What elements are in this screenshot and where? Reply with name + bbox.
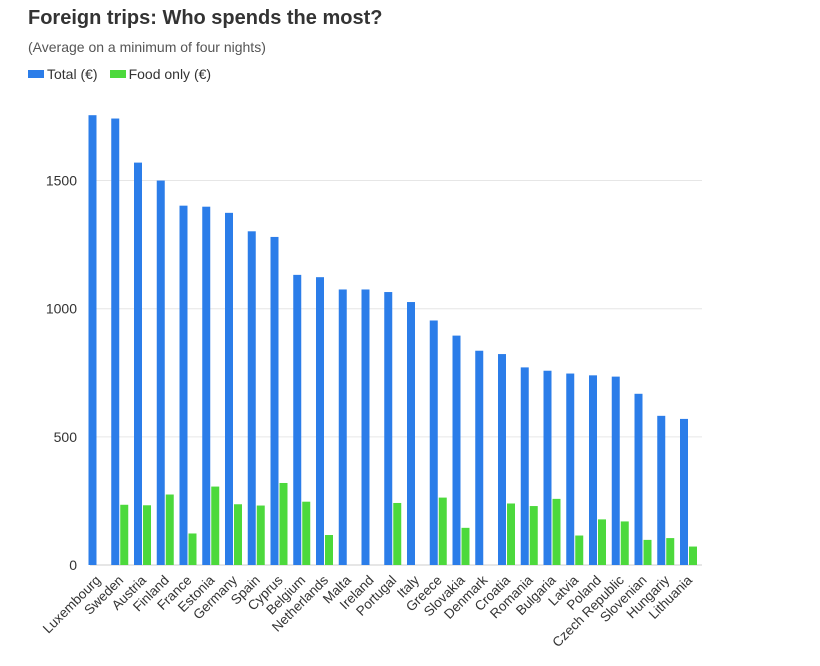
x-axis-labels: LuxembourgSwedenAustriaFinlandFranceEsto… (40, 572, 696, 650)
bar-food-poland[interactable] (598, 519, 606, 565)
legend-item-food[interactable]: Food only (€) (109, 66, 212, 82)
bar-food-slovenian[interactable] (643, 539, 652, 565)
bar-total-poland[interactable] (589, 375, 597, 565)
bar-total-belgium[interactable] (293, 274, 302, 565)
legend-item-total[interactable]: Total (€) (28, 66, 98, 82)
bar-total-latvia[interactable] (566, 373, 575, 565)
bar-total-sweden[interactable] (111, 118, 120, 566)
bar-total-cyprus[interactable] (270, 236, 279, 565)
bar-food-spain[interactable] (256, 505, 265, 565)
bar-food-latvia[interactable] (575, 535, 584, 565)
bar-total-luxembourg[interactable] (88, 115, 97, 566)
bar-food-netherlands[interactable] (325, 535, 333, 565)
bar-total-austria[interactable] (134, 162, 142, 565)
bar-total-france[interactable] (179, 205, 188, 565)
bar-total-ireland[interactable] (361, 289, 370, 565)
legend: Total (€) Food only (€) (28, 66, 223, 82)
bar-food-cyprus[interactable] (279, 482, 288, 565)
bar-food-bulgaria[interactable] (552, 498, 561, 565)
y-tick-label-500: 500 (54, 429, 78, 445)
bar-food-belgium[interactable] (302, 501, 311, 565)
bar-total-hungariy[interactable] (657, 415, 666, 565)
bar-food-france[interactable] (188, 533, 197, 565)
bar-food-lithuania[interactable] (689, 546, 697, 565)
bar-food-romania[interactable] (529, 506, 538, 565)
legend-label-food: Food only (€) (128, 66, 212, 82)
bar-total-germany[interactable] (225, 212, 233, 565)
chart-title: Foreign trips: Who spends the most? (28, 7, 383, 29)
bar-total-portugal[interactable] (384, 292, 393, 565)
bar-total-croatia[interactable] (498, 354, 506, 565)
y-axis-ticks: 0 500 1000 1500 (46, 173, 77, 573)
bar-food-portugal[interactable] (393, 502, 402, 565)
bar-total-romania[interactable] (520, 367, 529, 565)
bar-food-hungariy[interactable] (666, 538, 675, 565)
chart-subtitle: (Average on a minimum of four nights) (28, 39, 266, 55)
y-tick-label-1000: 1000 (46, 301, 77, 317)
y-tick-label-0: 0 (69, 557, 77, 573)
bar-food-greece[interactable] (438, 497, 447, 565)
legend-label-total: Total (€) (47, 66, 98, 82)
bar-total-czech-republic[interactable] (611, 376, 620, 565)
bar-food-finland[interactable] (165, 494, 174, 565)
y-tick-label-1500: 1500 (46, 173, 77, 189)
bar-food-austria[interactable] (143, 505, 151, 565)
bars (88, 115, 697, 566)
bar-total-denmark[interactable] (475, 350, 484, 565)
bar-total-lithuania[interactable] (680, 418, 688, 565)
bar-total-slovenian[interactable] (634, 393, 643, 565)
bar-total-spain[interactable] (247, 231, 256, 565)
bar-food-slovakia[interactable] (461, 527, 470, 565)
bar-total-italy[interactable] (407, 302, 415, 565)
bar-food-czech-republic[interactable] (620, 521, 629, 565)
bar-total-netherlands[interactable] (316, 277, 324, 565)
legend-swatch-total (28, 70, 44, 78)
bar-total-greece[interactable] (429, 320, 438, 565)
bar-food-estonia[interactable] (211, 486, 220, 565)
bar-total-estonia[interactable] (202, 206, 211, 565)
bar-total-malta[interactable] (338, 289, 347, 565)
bar-food-croatia[interactable] (507, 503, 515, 565)
bar-total-bulgaria[interactable] (543, 370, 552, 565)
bar-food-sweden[interactable] (120, 504, 129, 565)
bar-food-germany[interactable] (234, 504, 242, 565)
bar-total-finland[interactable] (156, 180, 165, 566)
bar-total-slovakia[interactable] (452, 335, 461, 565)
legend-swatch-food (109, 70, 126, 78)
